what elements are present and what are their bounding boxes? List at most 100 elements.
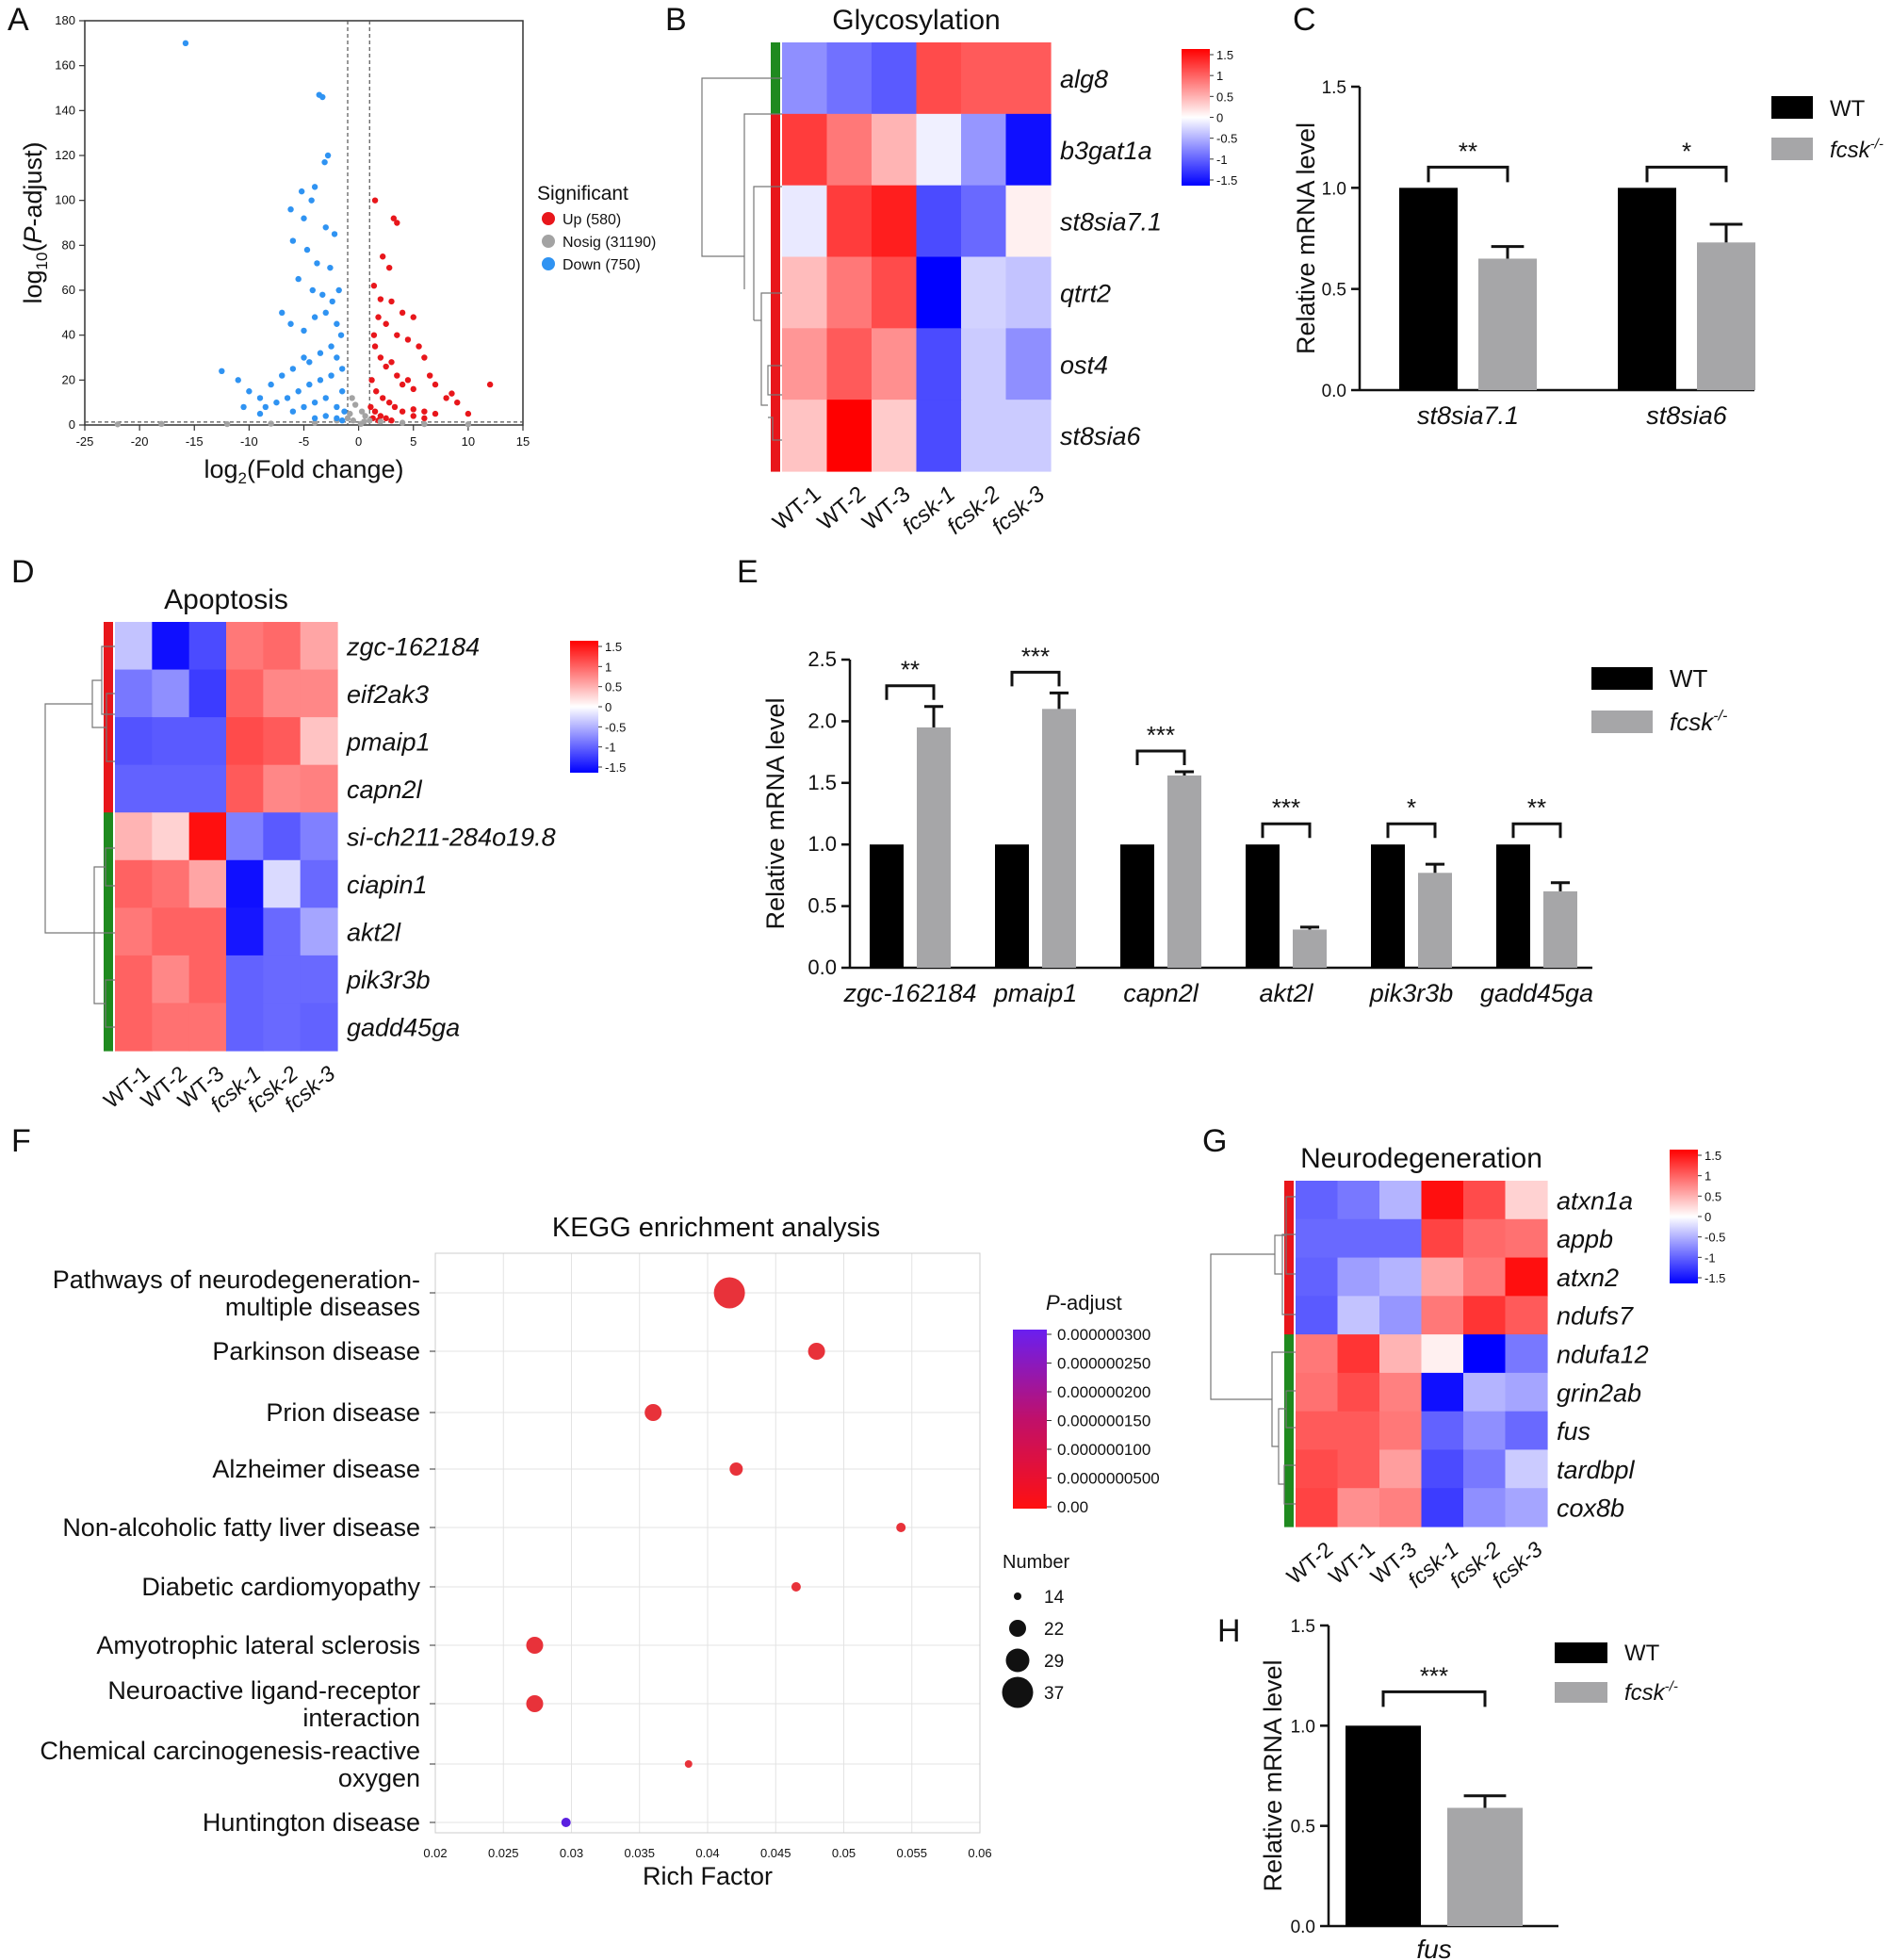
- heatmap-cell: [115, 955, 153, 1004]
- colorbar-tick-label: 0: [1216, 111, 1223, 125]
- heatmap-cell: [916, 42, 962, 115]
- pathway-label: oxygen: [338, 1764, 420, 1792]
- bar-wt: [995, 844, 1029, 968]
- heatmap-cell: [263, 669, 302, 718]
- dendrogram-branch: [44, 703, 94, 934]
- data-point: [388, 359, 395, 366]
- bar-fcsk: [1478, 258, 1537, 390]
- data-point: [114, 421, 122, 428]
- heatmap-cell: [1379, 1218, 1423, 1259]
- pathway-bubble: [644, 1404, 662, 1421]
- legend-label: Down (750): [563, 257, 641, 273]
- x-tick-label: 0: [355, 434, 362, 449]
- dendrogram-branch: [768, 416, 782, 441]
- heatmap-cell: [226, 859, 264, 908]
- pathway-label: Non-alcoholic fatty liver disease: [62, 1513, 420, 1542]
- data-point: [328, 372, 334, 379]
- legend-label-wt: WT: [1670, 664, 1708, 693]
- heatmap-cell: [1421, 1257, 1464, 1297]
- heatmap-cell: [1337, 1372, 1380, 1413]
- heatmap-cell: [826, 113, 873, 187]
- heatmap-cell: [188, 907, 227, 956]
- data-point: [338, 366, 346, 372]
- x-tick-label: 10: [462, 434, 475, 449]
- heatmap-cell: [1463, 1449, 1507, 1489]
- data-point: [362, 413, 368, 419]
- data-point: [373, 388, 380, 395]
- x-tick-label: 0.03: [560, 1846, 583, 1860]
- data-point: [421, 420, 428, 428]
- heatmap-cell: [1463, 1296, 1507, 1335]
- category-label-capn2l: capn2l: [1123, 979, 1199, 1007]
- heatmap-cell: [1296, 1181, 1339, 1220]
- colorbar-tick-label: 1.5: [1704, 1149, 1721, 1163]
- x-tick-label: 0.045: [760, 1846, 791, 1860]
- pathway-bubble: [526, 1695, 544, 1712]
- y-tick-label: 80: [62, 237, 75, 252]
- data-point: [367, 403, 374, 411]
- heatmap-cell: [872, 328, 918, 400]
- data-point: [375, 314, 382, 320]
- heatmap-cell: [916, 400, 962, 472]
- data-point: [383, 363, 389, 370]
- bar-fcsk: [1418, 873, 1452, 968]
- significance-stars: *: [1407, 793, 1416, 822]
- legend-label-fcsk: fcsk-/-: [1830, 136, 1884, 163]
- data-point: [311, 314, 318, 320]
- bar-wt: [1496, 844, 1530, 968]
- row-group-bar: [104, 764, 113, 813]
- heatmap-cell: [226, 622, 264, 671]
- significance-bracket: [1261, 822, 1312, 839]
- significance-stars: ***: [1147, 721, 1175, 749]
- row-label-capn2l: capn2l: [347, 776, 423, 804]
- heatmap-cell: [961, 400, 1007, 472]
- row-label-cox8b: cox8b: [1557, 1494, 1624, 1523]
- column-label: WT-2: [813, 482, 871, 536]
- pathway-label: Amyotrophic lateral sclerosis: [96, 1631, 420, 1659]
- data-point: [317, 350, 324, 356]
- heatmap-cell: [263, 764, 302, 813]
- significance-stars: ***: [1420, 1661, 1448, 1690]
- significance-bracket: [1427, 165, 1509, 183]
- significance-bracket: [1511, 822, 1562, 839]
- colorbar: [1182, 49, 1210, 186]
- data-point: [404, 377, 412, 384]
- y-axis-label: Relative mRNA level: [761, 697, 790, 929]
- colorbar-tick-label: 0.000000300: [1057, 1326, 1150, 1344]
- data-point: [311, 419, 318, 426]
- data-point: [367, 417, 373, 424]
- heatmap-cell: [1337, 1181, 1380, 1220]
- data-point: [357, 420, 365, 428]
- pathway-bubble: [561, 1818, 571, 1827]
- data-point: [349, 395, 355, 401]
- significance-stars: **: [901, 656, 920, 684]
- row-group-bar: [104, 812, 113, 861]
- pathway-bubble: [896, 1523, 906, 1532]
- heatmap-cell: [300, 1003, 338, 1052]
- data-point: [334, 354, 340, 361]
- pathway-bubble: [729, 1462, 743, 1476]
- data-point: [329, 298, 335, 305]
- heatmap-cell: [188, 1003, 227, 1052]
- heatmap-cell: [1005, 328, 1052, 400]
- heatmap-cell: [263, 859, 302, 908]
- pathway-label: Huntington disease: [203, 1808, 420, 1837]
- heatmap-cell: [1379, 1449, 1423, 1489]
- heatmap-cell: [188, 717, 227, 766]
- heatmap-cell: [1505, 1296, 1548, 1335]
- data-point: [301, 327, 307, 335]
- pathway-label: Alzheimer disease: [212, 1455, 420, 1483]
- data-point: [385, 399, 393, 406]
- row-label-b3gat1a: b3gat1a: [1060, 137, 1152, 165]
- row-group-bar: [1284, 1296, 1294, 1335]
- panel-letter-c: C: [1293, 2, 1316, 38]
- heatmap-cell: [1421, 1372, 1464, 1413]
- data-point: [370, 332, 378, 338]
- heatmap-cell: [872, 185, 918, 258]
- data-point: [426, 372, 433, 379]
- panel-letter-e: E: [737, 554, 758, 590]
- data-point: [289, 237, 297, 244]
- data-point: [432, 381, 439, 388]
- colorbar-tick-label: 0.000000200: [1057, 1383, 1150, 1401]
- colorbar-tick-label: 0: [1704, 1210, 1711, 1224]
